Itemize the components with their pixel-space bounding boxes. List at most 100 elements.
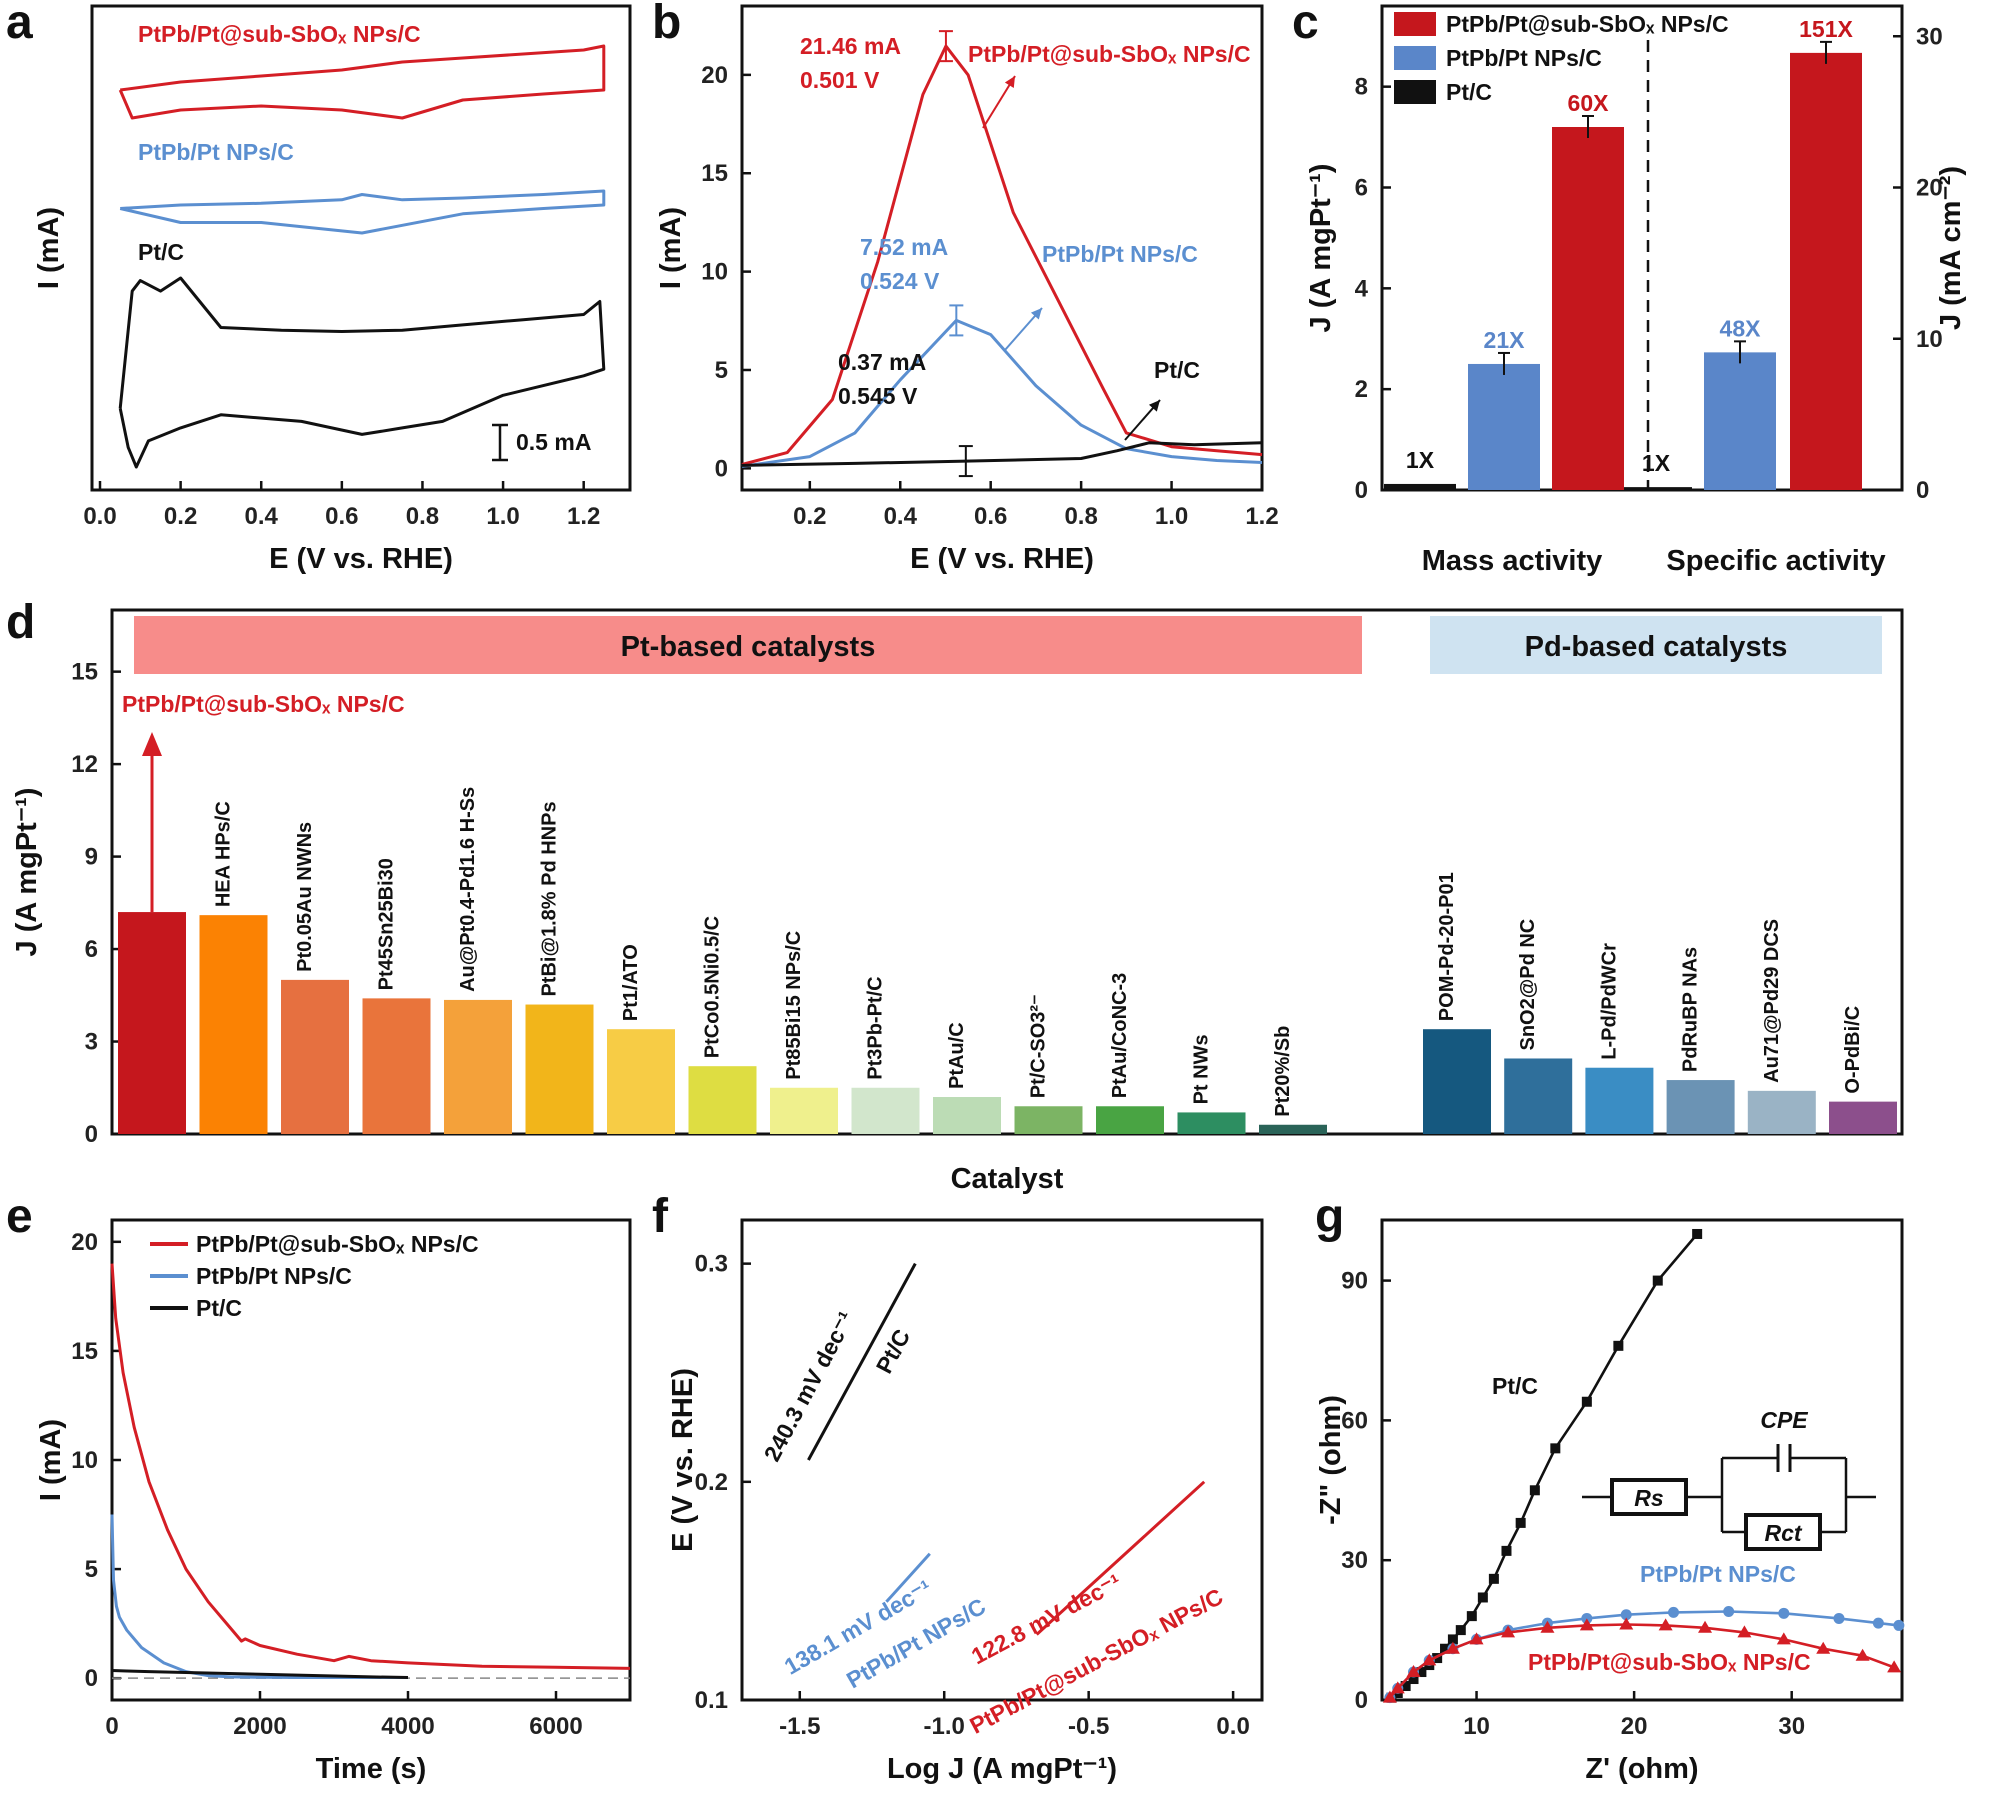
equivalent-circuit: Rs CPE Rct: [1582, 1407, 1876, 1551]
panel-d-bar-12: [1014, 1106, 1083, 1134]
panel-c-mass-bar-3: [1552, 127, 1624, 490]
panel-g-x-tick-label: 10: [1463, 1713, 1490, 1740]
rs-label: Rs: [1634, 1485, 1663, 1511]
panel-d-bar-label-5: Au@Pt0.4-Pd1.6 H-Ss: [457, 787, 479, 992]
panel-d-bar-label-19: PdRuBP NAs: [1680, 947, 1702, 1072]
panel-f-y-tick-label: 0.1: [695, 1687, 728, 1714]
panel-label-e: e: [6, 1190, 33, 1243]
panel-e-legend-label-3: Pt/C: [196, 1295, 242, 1321]
panel-g-point: [1723, 1605, 1735, 1617]
panel-g-point: [1422, 1653, 1437, 1666]
panel-g-point: [1692, 1228, 1703, 1239]
panel-g-point: [1501, 1625, 1516, 1638]
highlight-label: PtPb/Pt@sub-SbOₓ NPs/C: [122, 691, 405, 717]
panel-b-peak-current-3: 0.37 mA: [838, 349, 926, 375]
panel-c-y-tick-label: 6: [1355, 175, 1368, 202]
panel-e-y-tick-label: 10: [71, 1447, 98, 1474]
panel-g-point: [1581, 1396, 1592, 1407]
panel-f-tafel-line-1: [807, 1262, 917, 1461]
panel-e-ylabel: I (mA): [35, 1419, 67, 1501]
panel-c-specific-label-2: 48X: [1720, 315, 1762, 341]
panel-label-f: f: [652, 1190, 669, 1243]
panel-g-point: [1455, 1625, 1466, 1636]
panel-g-y-tick-label: 0: [1355, 1687, 1368, 1714]
panel-c-legend-swatch-2: [1394, 46, 1436, 70]
panel-d-bar-17: [1504, 1058, 1573, 1134]
panel-c-mass-label-2: 21X: [1484, 327, 1526, 353]
panel-d-bar-7: [607, 1029, 675, 1134]
panel-d-bar-label-9: Pt85Bi15 NPs/C: [783, 931, 805, 1080]
panel-d-y-tick-label: 9: [85, 844, 98, 871]
panel-e: 0 2000 4000 6000 0 5 10 15 20 Time (s) I (mA) PtPb/…: [35, 1218, 632, 1785]
panel-g-point: [1416, 1667, 1427, 1678]
panel-g-point: [1400, 1681, 1411, 1692]
panel-d-bar-19: [1666, 1080, 1735, 1134]
panel-c-ylabel: J (A mgPt⁻¹): [1305, 164, 1337, 333]
pt-group-banner: [134, 616, 1362, 674]
panel-c-mass-label-1: 1X: [1406, 447, 1435, 473]
panel-c-legend-swatch-1: [1394, 12, 1436, 36]
panel-d-bar-3: [281, 979, 349, 1134]
panel-d-bar-label-16: POM-Pd-20-P01: [1436, 872, 1458, 1021]
panel-g-point: [1469, 1632, 1484, 1645]
panel-c-group-label-1: Mass activity: [1422, 545, 1603, 577]
panel-a-series-label-2: PtPb/Pt NPs/C: [138, 139, 294, 165]
panel-g-series-label-3: PtPb/Pt@sub-SbOₓ NPs/C: [1528, 1649, 1811, 1675]
panel-d-bar-5: [444, 999, 512, 1134]
panel-g-point: [1406, 1665, 1421, 1678]
panel-g-series-label-2: PtPb/Pt NPs/C: [1640, 1561, 1796, 1587]
panel-g-ylabel: -Z" (ohm): [1315, 1395, 1347, 1525]
panel-d-y-tick-label: 0: [85, 1121, 98, 1148]
panel-b-peak-potential-2: 0.524 V: [860, 268, 940, 294]
panel-e-x-tick-label: 4000: [381, 1713, 434, 1740]
panel-b-peak-potential-1: 0.501 V: [800, 67, 880, 93]
panel-d-bar-label-12: Pt/C-SO3²⁻: [1028, 994, 1050, 1098]
panel-g-x-tick-label: 20: [1621, 1713, 1648, 1740]
panel-c-specific-bar-3: [1790, 52, 1862, 490]
panel-d-bar-label-13: PtAu/CoNC-3: [1109, 973, 1131, 1099]
panel-g-point: [1501, 1545, 1512, 1556]
panel-d-bar-label-7: Pt1/ATO: [620, 944, 642, 1021]
cpe-label: CPE: [1760, 1407, 1808, 1433]
panel-b-y-tick-label: 5: [715, 357, 728, 384]
panel-a-x-tick-label: 0.2: [164, 503, 197, 530]
panel-d-bar-label-17: SnO2@Pd NC: [1517, 919, 1539, 1051]
panel-e-legend-label-1: PtPb/Pt@sub-SbOₓ NPs/C: [196, 1231, 479, 1257]
panel-c-legend-label-2: PtPb/Pt NPs/C: [1446, 45, 1602, 71]
panel-d-frame: [110, 608, 1904, 1136]
panel-g-y-tick-label: 90: [1341, 1268, 1368, 1295]
panel-d-bar-6: [525, 1004, 594, 1134]
panel-g-point: [1778, 1607, 1790, 1619]
panel-c-y2-tick-label: 20: [1916, 175, 1943, 202]
panel-f-xlabel: Log J (A mgPt⁻¹): [887, 1753, 1117, 1785]
panel-d-bar-4: [362, 998, 431, 1134]
panel-g-point: [1579, 1618, 1594, 1631]
panel-d-bar-label-10: Pt3Pb-Pt/C: [865, 976, 887, 1079]
panel-f-x-tick-label: -0.5: [1068, 1713, 1109, 1740]
panel-label-c: c: [1292, 0, 1319, 49]
pt-group-label: Pt-based catalysts: [621, 631, 876, 663]
panel-b-arrowhead-2: [1030, 308, 1042, 320]
panel-f-tafel-line-2: [885, 1552, 931, 1603]
panel-a-x-tick-label: 0.6: [325, 503, 358, 530]
panel-f-slope-label-1: 240.3 mV dec⁻¹: [759, 1307, 860, 1465]
panel-b-series-label-3: Pt/C: [1154, 357, 1200, 383]
panel-b-peak-current-2: 7.52 mA: [860, 234, 948, 260]
panel-d-bar-21: [1829, 1101, 1897, 1134]
panel-g-frame: [1380, 1218, 1904, 1702]
pd-group-label: Pd-based catalysts: [1525, 631, 1788, 663]
panel-g-point: [1445, 1641, 1460, 1654]
panel-d-bar-label-18: L-Pd/PdWCr: [1598, 943, 1620, 1060]
panel-b-trace-3: [741, 441, 1263, 467]
panel-d-bar-label-8: PtCo0.5Ni0.5/C: [702, 916, 724, 1058]
panel-a-trace-3: [118, 276, 606, 469]
panel-c-y2label: J (mA cm⁻²): [1935, 166, 1967, 330]
panel-d-bar-label-3: Pt0.05Au NWNs: [294, 822, 316, 972]
panel-e-trace-2: [110, 1514, 408, 1679]
panel-b-y-tick-label: 20: [701, 62, 728, 89]
panel-label-d: d: [6, 596, 35, 649]
panel-c-y-tick-label: 8: [1355, 74, 1368, 101]
panel-d-bar-label-4: Pt45Sn25Bi30: [376, 858, 398, 990]
panel-d-bar-16: [1423, 1029, 1491, 1134]
panel-f-x-tick-label: -1.5: [779, 1713, 820, 1740]
